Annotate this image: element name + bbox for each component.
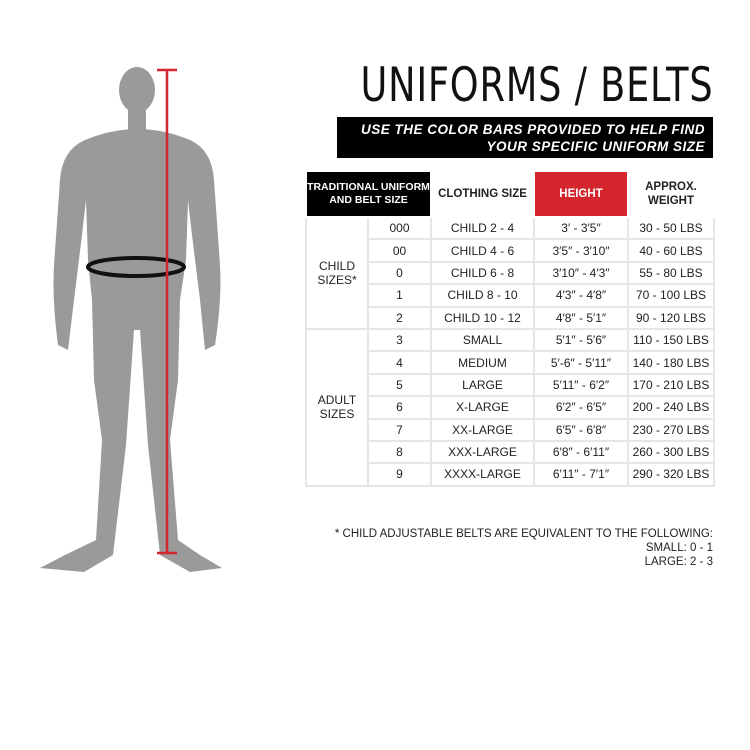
belt-size-cell: 1: [367, 283, 432, 308]
mannequin-figure: [40, 67, 222, 572]
belt-ring: [86, 256, 186, 278]
table-row: 00 CHILD 4 - 6 3′5″ - 3′10″ 40 - 60 LBS: [306, 238, 715, 263]
weight-cell: 140 - 180 LBS: [627, 350, 715, 375]
belt-size-cell: 0: [367, 260, 432, 286]
table-row: 9 XXXX-LARGE 6′11″ - 7′1″ 290 - 320 LBS: [306, 462, 715, 487]
weight-cell: 90 - 120 LBS: [627, 305, 715, 330]
clothing-size-cell: XX-LARGE: [430, 417, 535, 442]
banner-line: YOUR SPECIFIC UNIFORM SIZE: [486, 139, 705, 154]
height-cell: 6′11″ - 7′1″: [533, 462, 629, 487]
banner-line: USE THE COLOR BARS PROVIDED TO HELP FIND: [360, 122, 705, 137]
height-cell: 3′5″ - 3′10″: [533, 238, 629, 263]
header-height: HEIGHT: [533, 170, 629, 218]
height-cell: 3′ - 3′5″: [533, 215, 629, 241]
table-row: 8 XXX-LARGE 6′8″ - 6′11″ 260 - 300 LBS: [306, 439, 715, 465]
height-cell: 5′1″ - 5′6″: [533, 327, 629, 353]
belt-size-cell: 5: [367, 372, 432, 398]
header-clothing-size: CLOTHING SIZE: [430, 170, 535, 218]
belt-size-cell: 9: [367, 462, 432, 487]
clothing-size-cell: SMALL: [430, 327, 535, 353]
height-cell: 4′8″ - 5′1″: [533, 305, 629, 330]
group-label: ADULT SIZES: [305, 327, 369, 487]
belt-size-cell: 6: [367, 395, 432, 420]
weight-cell: 290 - 320 LBS: [627, 462, 715, 487]
belt-size-cell: 4: [367, 350, 432, 375]
footnote-line: SMALL: 0 - 1: [645, 542, 713, 554]
clothing-size-cell: CHILD 6 - 8: [430, 260, 535, 286]
body-silhouette: [40, 67, 222, 572]
height-line: [157, 68, 177, 555]
clothing-size-cell: MEDIUM: [430, 350, 535, 375]
clothing-size-cell: CHILD 2 - 4: [430, 215, 535, 241]
table-row: CHILD SIZES* 000 CHILD 2 - 4 3′ - 3′5″ 30 - …: [305, 215, 715, 330]
clothing-size-cell: X-LARGE: [430, 395, 535, 420]
belt-size-cell: 3: [367, 327, 432, 353]
table-row: 5 LARGE 5′11″ - 6′2″ 170 - 210 LBS: [306, 372, 715, 398]
footnote-line: LARGE: 2 - 3: [644, 556, 713, 568]
weight-cell: 200 - 240 LBS: [627, 395, 715, 420]
table-row: 2 CHILD 10 - 12 4′8″ - 5′1″ 90 - 120 LBS: [306, 305, 715, 330]
weight-cell: 170 - 210 LBS: [627, 372, 715, 398]
weight-cell: 110 - 150 LBS: [627, 327, 715, 353]
table-row: 1 CHILD 8 - 10 4′3″ - 4′8″ 70 - 100 LBS: [306, 283, 715, 308]
clothing-size-cell: CHILD 4 - 6: [430, 238, 535, 263]
clothing-size-cell: LARGE: [430, 372, 535, 398]
weight-cell: 260 - 300 LBS: [627, 439, 715, 465]
belt-size-cell: 00: [367, 238, 432, 263]
footnote-line: * CHILD ADJUSTABLE BELTS ARE EQUIVALENT …: [334, 528, 713, 540]
weight-cell: 230 - 270 LBS: [627, 417, 715, 442]
height-cell: 6′8″ - 6′11″: [533, 439, 629, 465]
instruction-banner: USE THE COLOR BARS PROVIDED TO HELP FIND…: [337, 117, 713, 158]
belt-size-cell: 7: [367, 417, 432, 442]
clothing-size-cell: XXX-LARGE: [430, 439, 535, 465]
clothing-size-cell: CHILD 10 - 12: [430, 305, 535, 330]
height-cell: 6′2″ - 6′5″: [533, 395, 629, 420]
weight-cell: 40 - 60 LBS: [627, 238, 715, 263]
height-cell: 5′11″ - 6′2″: [533, 372, 629, 398]
belt-size-cell: 2: [367, 305, 432, 330]
belt-footnote: * CHILD ADJUSTABLE BELTS ARE EQUIVALENT …: [335, 527, 713, 569]
page-title: UNIFORMS / BELTS: [360, 58, 713, 113]
clothing-size-cell: XXXX-LARGE: [430, 462, 535, 487]
table-row: 0 CHILD 6 - 8 3′10″ - 4′3″ 55 - 80 LBS: [306, 260, 715, 286]
table-row: 6 X-LARGE 6′2″ - 6′5″ 200 - 240 LBS: [306, 395, 715, 420]
table-row: ADULT SIZES 3 SMALL 5′1″ - 5′6″ 110 - 150 LB…: [305, 327, 715, 487]
height-cell: 6′5″ - 6′8″: [533, 417, 629, 442]
belt-size-cell: 000: [367, 215, 432, 241]
belt-size-cell: 8: [367, 439, 432, 465]
header-weight: APPROX. WEIGHT: [627, 170, 715, 218]
table-row: 7 XX-LARGE 6′5″ - 6′8″ 230 - 270 LBS: [306, 417, 715, 442]
height-cell: 4′3″ - 4′8″: [533, 283, 629, 308]
height-cell: 5′-6″ - 5′11″: [533, 350, 629, 375]
header-belt-size: TRADITIONAL UNIFORM AND BELT SIZE: [305, 170, 432, 218]
group-label: CHILD SIZES*: [305, 216, 369, 330]
clothing-size-cell: CHILD 8 - 10: [430, 283, 535, 308]
height-cell: 3′10″ - 4′3″: [533, 260, 629, 286]
table-row: 4 MEDIUM 5′-6″ - 5′11″ 140 - 180 LBS: [306, 350, 715, 375]
size-chart-table: TRADITIONAL UNIFORM AND BELT SIZE CLOTHI…: [305, 170, 715, 487]
weight-cell: 70 - 100 LBS: [627, 283, 715, 308]
weight-cell: 30 - 50 LBS: [627, 215, 715, 241]
weight-cell: 55 - 80 LBS: [627, 260, 715, 286]
